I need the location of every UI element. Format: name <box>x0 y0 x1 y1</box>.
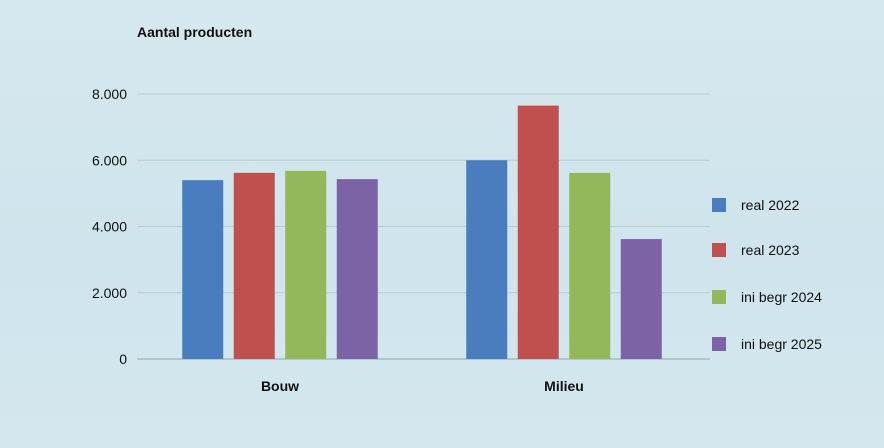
bar-milieu-ini-begr-2024 <box>569 172 611 359</box>
bar-bouw-real-2022 <box>182 180 224 359</box>
bar-milieu-real-2022 <box>466 160 508 359</box>
bar-layer <box>182 105 662 359</box>
legend: real 2022 real 2023 ini begr 2024 ini begr … <box>712 197 822 352</box>
bar-milieu-ini-begr-2025 <box>620 239 662 359</box>
bar-milieu-real-2023 <box>517 105 559 359</box>
bar-bouw-ini-begr-2025 <box>336 179 378 359</box>
bar-bouw-ini-begr-2024 <box>285 170 327 359</box>
bar-bouw-real-2023 <box>233 172 275 359</box>
y-tick-label: 0 <box>119 351 127 367</box>
y-tick-label: 4.000 <box>92 219 127 235</box>
x-category-label: Bouw <box>261 378 299 394</box>
legend-swatch <box>712 337 726 351</box>
legend-label: ini begr 2024 <box>741 289 822 305</box>
grid-layer <box>137 93 710 360</box>
legend-swatch <box>712 290 726 304</box>
legend-swatch <box>712 243 726 257</box>
y-tick-label: 6.000 <box>92 152 127 168</box>
x-category-label: Milieu <box>544 378 584 394</box>
legend-label: ini begr 2025 <box>741 336 822 352</box>
legend-swatch <box>712 198 726 212</box>
legend-label: real 2023 <box>741 242 800 258</box>
axis-layer: 0 2.000 4.000 6.000 8.000 Bouw Milieu <box>92 86 584 394</box>
y-tick-label: 2.000 <box>92 285 127 301</box>
y-tick-label: 8.000 <box>92 86 127 102</box>
chart-title: Aantal producten <box>137 24 252 40</box>
legend-label: real 2022 <box>741 197 800 213</box>
